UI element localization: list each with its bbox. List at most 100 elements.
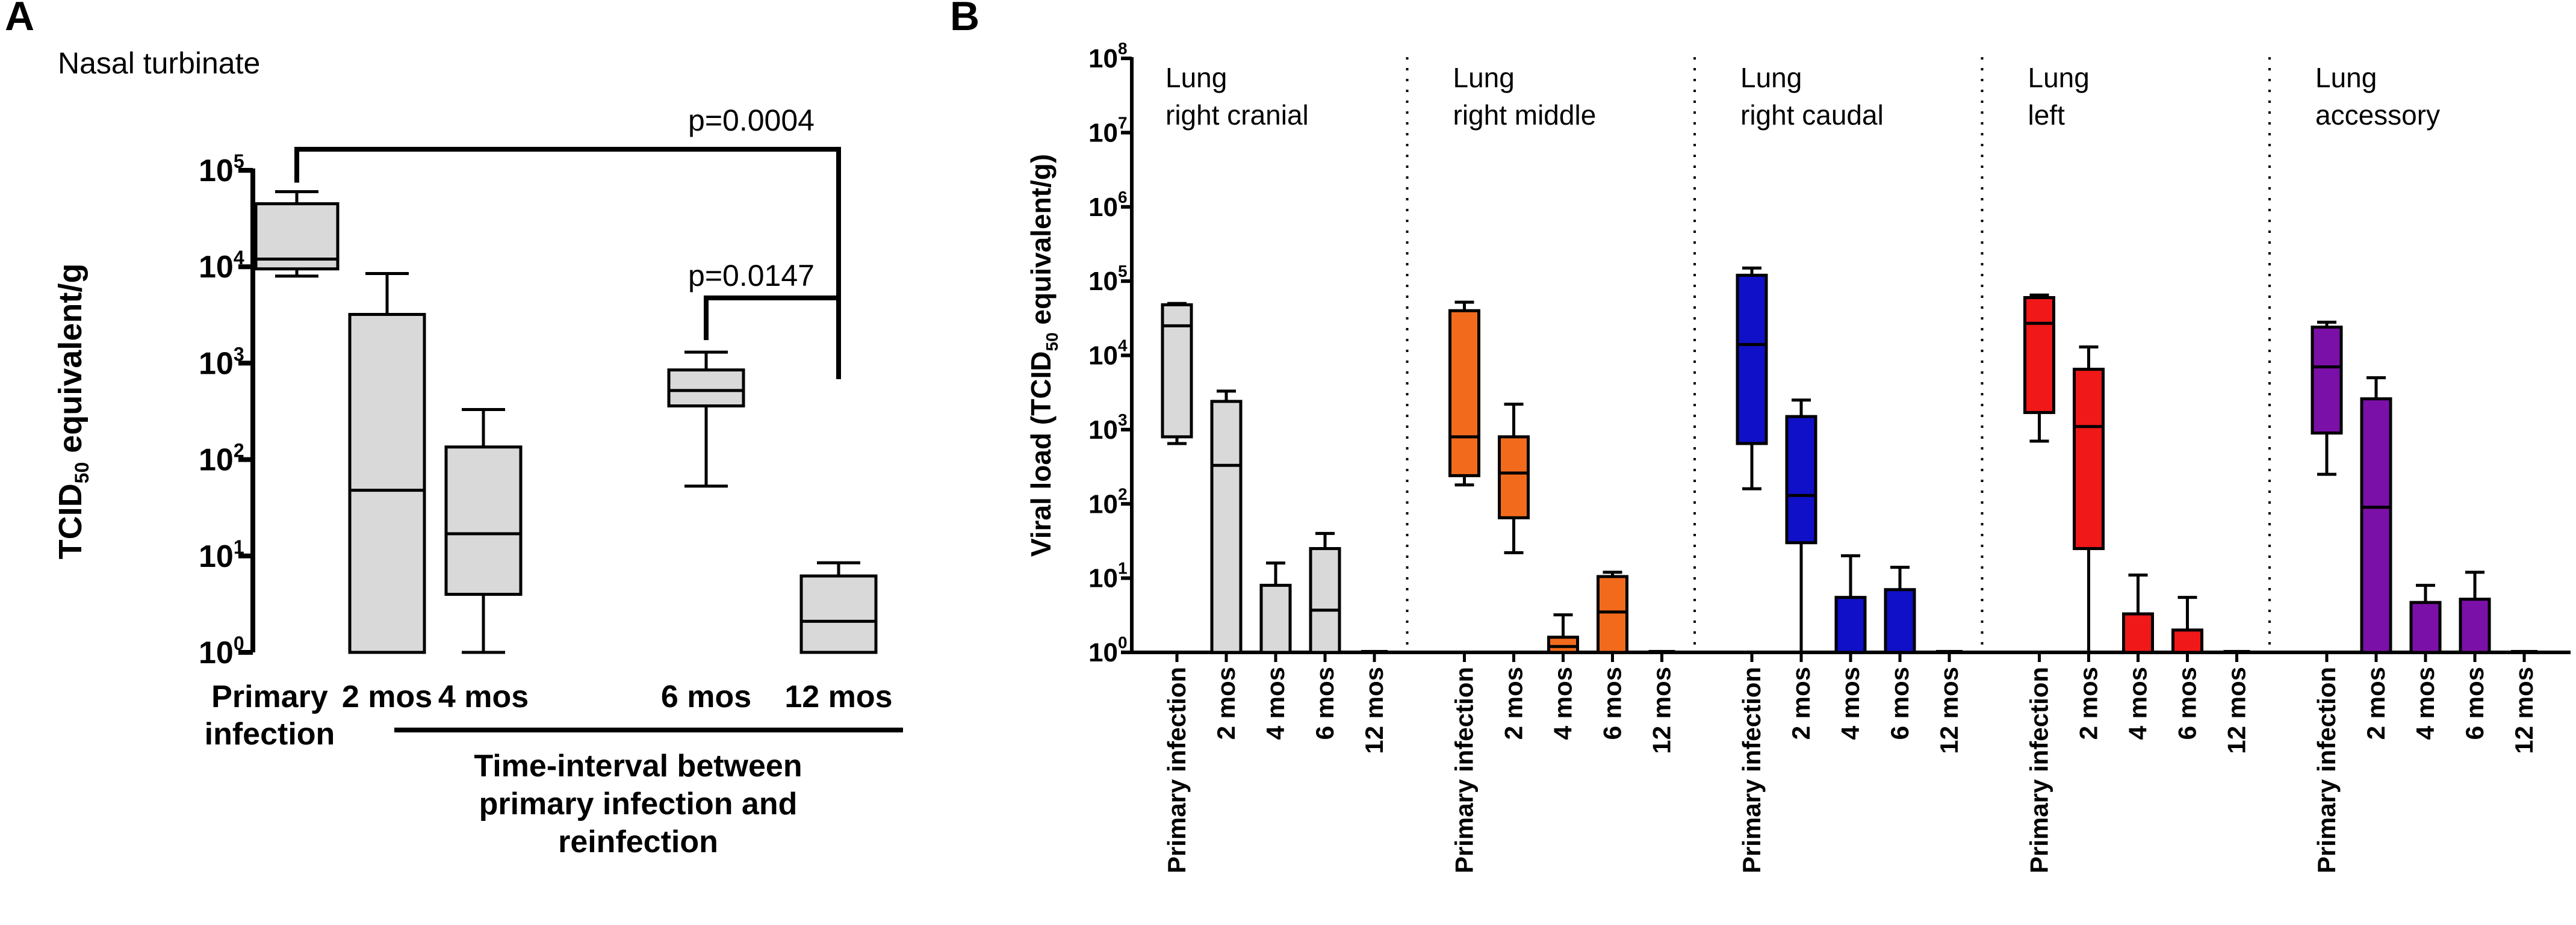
- y-tick-label: 101: [1088, 559, 1128, 593]
- y-tick-label: 103: [199, 343, 244, 381]
- x-category-label: 4 mos: [1836, 667, 1864, 740]
- box-1: [1161, 302, 1193, 445]
- x-category-label: Primary infection: [1737, 667, 1766, 873]
- box-1: [2311, 320, 2343, 476]
- lung-group-1: Lung right cranial Primary infection 2 mos 4…: [1161, 62, 1388, 873]
- box-iqr: [1834, 596, 1867, 654]
- box-iqr: [2023, 295, 2055, 414]
- y-tick-label: 102: [1088, 484, 1128, 519]
- x-category-label: 2 mos: [2362, 667, 2390, 740]
- group-title: right cranial: [1165, 99, 1309, 131]
- x-category-label: 6 mos: [1598, 667, 1627, 740]
- x-category-label: 2 mos: [1500, 667, 1528, 740]
- box-iqr: [2073, 368, 2105, 551]
- x-category-label: 12 mos: [1648, 667, 1676, 754]
- y-tick-label: 102: [199, 440, 244, 478]
- group-title: right caudal: [1740, 99, 1884, 131]
- y-tick-label: 103: [1088, 410, 1128, 445]
- box-3: [2122, 574, 2154, 654]
- box-iqr: [799, 574, 878, 654]
- y-axis-title: Viral load (TCID50 equivalent/g): [1025, 154, 1061, 557]
- group-title: accessory: [2315, 99, 2440, 131]
- panel-b-lung-viral-load: B Viral load (TCID50 equivalent/g) 100 101 1…: [950, 0, 2571, 873]
- box-iqr: [1597, 575, 1628, 654]
- x-category-label: infection: [205, 717, 335, 752]
- box-iqr: [348, 312, 426, 654]
- box-iqr: [1785, 415, 1817, 545]
- x-category-label: 6 mos: [1311, 667, 1339, 740]
- x-category-label: Primary infection: [2312, 667, 2341, 873]
- box-iqr: [1309, 547, 1341, 654]
- box-3: [444, 408, 523, 654]
- panel-label-a: A: [5, 0, 34, 39]
- y-tick-label: 106: [1088, 188, 1128, 222]
- panel-label-b: B: [950, 0, 979, 39]
- box-1: [254, 190, 340, 278]
- x-group-label: primary infection and: [479, 787, 798, 821]
- box-iqr: [667, 368, 745, 407]
- group-title: right middle: [1453, 99, 1597, 131]
- box-4: [2459, 571, 2491, 654]
- x-category-label: 4 mos: [2411, 667, 2439, 740]
- lung-group-5: Lung accessory Primary infection 2 mos 4 mos…: [2268, 57, 2538, 873]
- group-title: Lung: [1453, 62, 1515, 93]
- box-iqr: [1736, 273, 1768, 445]
- box-iqr: [1547, 636, 1579, 654]
- box-iqr: [1210, 400, 1243, 654]
- x-category-label: 2 mos: [1787, 667, 1815, 740]
- x-category-label: 6 mos: [2460, 667, 2489, 740]
- group-title: Lung: [1740, 62, 1802, 93]
- box-iqr: [2409, 601, 2442, 654]
- group-title: Lung: [1165, 62, 1227, 93]
- box-1: [1448, 300, 1480, 487]
- x-category-label: 4 mos: [438, 679, 529, 714]
- x-category-label: Primary infection: [1450, 667, 1479, 873]
- y-tick-label: 100: [1088, 633, 1128, 667]
- box-iqr: [2360, 397, 2392, 654]
- x-category-label: Primary infection: [1162, 667, 1191, 873]
- y-tick-label: 105: [199, 150, 244, 188]
- x-category-label: 12 mos: [1360, 667, 1388, 754]
- box-1: [2023, 293, 2055, 443]
- x-category-label: 4 mos: [2124, 667, 2152, 740]
- x-category-label: 4 mos: [1261, 667, 1290, 740]
- box-iqr: [1498, 435, 1530, 519]
- box-iqr: [2171, 628, 2203, 654]
- box-2: [1210, 389, 1243, 654]
- x-group-label: reinfection: [558, 824, 718, 859]
- x-category-label: Primary infection: [2025, 667, 2053, 873]
- box-4: [1884, 566, 1916, 654]
- x-category-label: 2 mos: [1212, 667, 1240, 740]
- group-title: left: [2028, 99, 2065, 131]
- y-tick-label: 104: [199, 247, 244, 285]
- x-category-label: Primary: [211, 679, 328, 714]
- y-tick-label: 108: [1088, 39, 1128, 73]
- x-category-label: 2 mos: [2075, 667, 2103, 740]
- group-title: Lung: [2028, 62, 2090, 93]
- y-tick-label: 107: [1088, 113, 1128, 147]
- p-value-label: p=0.0004: [688, 104, 815, 137]
- box-2: [348, 272, 426, 654]
- box-4: [1309, 531, 1341, 654]
- box-5: [799, 561, 878, 654]
- box-4: [667, 350, 745, 488]
- lung-group-4: Lung left Primary infection 2 mos 4 mos 6 mos…: [1981, 57, 2251, 873]
- p-value-label: p=0.0147: [688, 259, 815, 292]
- x-category-label: 2 mos: [342, 679, 432, 714]
- y-tick-label: 104: [1088, 336, 1128, 371]
- box-4: [1597, 571, 1628, 654]
- box-iqr: [2311, 326, 2343, 435]
- panel-a-nasal-turbinate: A Nasal turbinate TCID50 equivalent/g 100 10…: [5, 0, 903, 859]
- box-iqr: [1259, 584, 1292, 654]
- significance-bracket-1: [294, 147, 841, 379]
- box-1: [1736, 266, 1768, 490]
- box-iqr: [1884, 588, 1916, 654]
- x-category-label: 12 mos: [2223, 667, 2251, 754]
- group-title: Lung: [2315, 62, 2377, 93]
- y-axis-title: TCID50 equivalent/g: [52, 264, 93, 560]
- box-2: [1785, 398, 1817, 654]
- x-group-label: Time-interval between: [474, 749, 802, 784]
- x-category-label: 4 mos: [1549, 667, 1577, 740]
- x-category-label: 6 mos: [1885, 667, 1914, 740]
